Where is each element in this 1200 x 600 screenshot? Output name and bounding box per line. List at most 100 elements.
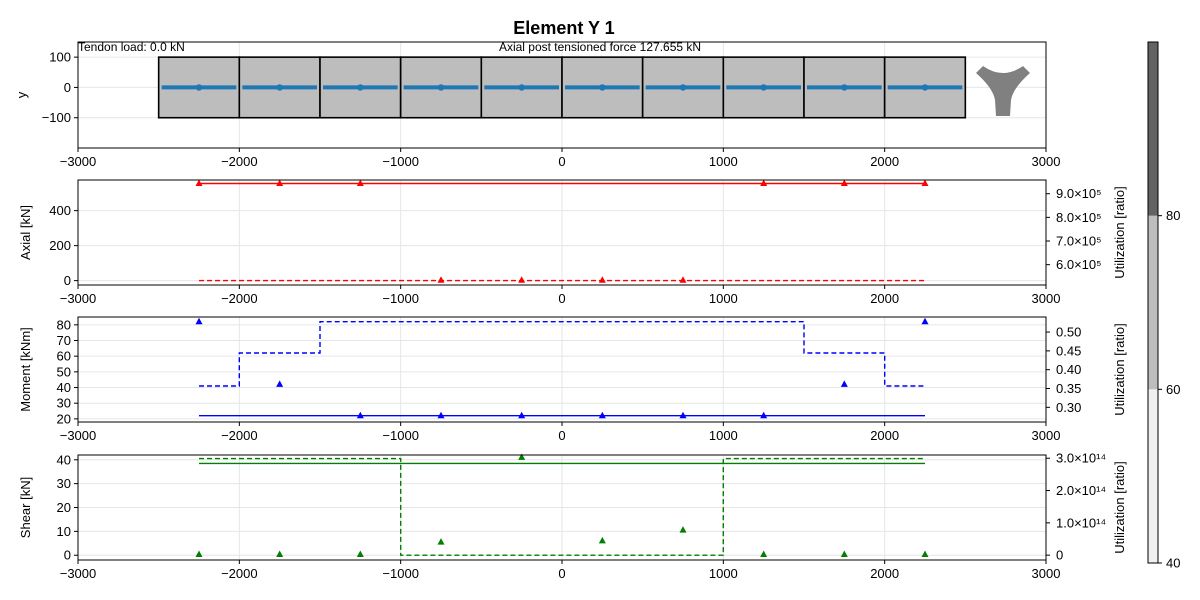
shear-y-axis-label: Shear [kN] — [18, 477, 33, 538]
axial-marker — [921, 179, 929, 186]
axial-x-tick-label: −3000 — [60, 291, 97, 306]
axial-x-tick-label: 2000 — [870, 291, 899, 306]
moment-marker — [921, 317, 929, 325]
shear-marker — [276, 550, 284, 558]
axial-x-tick-label: −1000 — [382, 291, 419, 306]
shear-marker — [195, 550, 203, 558]
section-x-tick-label: −3000 — [60, 154, 97, 169]
section-x-tick-label: 3000 — [1032, 154, 1061, 169]
shear-panel: −3000 −2000 −1000 0 1000 2000 3000 0 10 20 30 40 She… — [18, 451, 1127, 581]
axial-marker — [195, 179, 203, 186]
shear-dashed-line — [199, 457, 925, 556]
colorbar-frame — [1147, 41, 1159, 564]
shear-marker — [437, 538, 445, 545]
cross-section-shape — [976, 66, 1030, 116]
shear-y2-tick-label: 3.0×10¹⁴ — [1056, 451, 1106, 466]
tendon-point — [357, 84, 364, 91]
shear-x-tick-label: 1000 — [709, 566, 738, 581]
axial-panel: −3000 −2000 −1000 0 1000 2000 3000 0 200 400 Axial… — [18, 179, 1127, 306]
moment-y2-tick-label: 0.50 — [1056, 325, 1081, 340]
moment-dashed-line — [199, 321, 925, 387]
axial-y-tick-label: 200 — [49, 238, 71, 253]
axial-marker — [679, 276, 687, 283]
moment-y2-axis-label: Utilization [ratio] — [1112, 323, 1127, 415]
colorbar-tick-label: 40 — [1166, 556, 1180, 571]
moment-y-tick-label: 60 — [57, 349, 71, 364]
axial-y2-tick-label: 8.0×10⁵ — [1056, 210, 1102, 225]
section-y-tick-label: 100 — [49, 50, 71, 65]
tendon-load-annotation: Tendon load: 0.0 kN — [78, 40, 185, 54]
moment-x-tick-label: 1000 — [709, 428, 738, 443]
axial-marker — [276, 179, 284, 186]
moment-marker — [840, 380, 848, 387]
shear-y-tick-label: 10 — [57, 524, 71, 539]
tendon-point — [437, 84, 445, 91]
shear-x-tick-label: 3000 — [1032, 566, 1061, 581]
axial-y-tick-label: 400 — [49, 203, 71, 218]
moment-marker — [518, 411, 526, 419]
moment-marker — [276, 380, 284, 387]
moment-y-tick-label: 70 — [57, 333, 71, 348]
moment-x-tick-label: 2000 — [870, 428, 899, 443]
moment-panel: −3000 −2000 −1000 0 1000 2000 3000 203040506070… — [18, 316, 1127, 443]
colorbar-band — [1148, 42, 1158, 216]
shear-y-tick-label: 30 — [57, 476, 71, 491]
moment-y2-tick-label: 0.45 — [1056, 343, 1081, 358]
shear-y2-tick-label: 0 — [1056, 548, 1063, 563]
shear-marker — [518, 453, 526, 460]
moment-y-tick-label: 80 — [57, 317, 71, 332]
moment-y2-tick-label: 0.35 — [1056, 381, 1081, 396]
axial-y2-axis-label: Utilization [ratio] — [1112, 186, 1127, 278]
section-y-axis-label: y — [14, 91, 29, 98]
axial-x-tick-label: 0 — [558, 291, 565, 306]
moment-marker — [760, 411, 768, 419]
tendon-point — [276, 84, 283, 91]
section-x-tick-label: 0 — [558, 154, 565, 169]
axial-y2-tick-label: 6.0×10⁵ — [1056, 257, 1102, 272]
shear-y-tick-label: 40 — [57, 452, 71, 467]
moment-marker — [679, 411, 687, 419]
moment-x-tick-label: −3000 — [60, 428, 97, 443]
axial-y2-tick-label: 9.0×10⁵ — [1056, 186, 1102, 201]
tendon-point — [599, 84, 606, 91]
moment-x-tick-label: −2000 — [221, 428, 258, 443]
moment-marker — [356, 411, 364, 419]
shear-marker — [679, 526, 687, 533]
shear-marker — [598, 536, 606, 544]
shear-y-tick-label: 0 — [64, 548, 71, 563]
shear-marker — [760, 550, 768, 558]
shear-x-tick-label: 2000 — [870, 566, 899, 581]
shear-marker — [356, 550, 364, 558]
colorbar-tick-label: 60 — [1166, 382, 1180, 397]
shear-y2-axis-label: Utilization [ratio] — [1112, 461, 1127, 553]
section-y-tick-label: 0 — [64, 80, 71, 95]
moment-marker — [598, 411, 606, 419]
shear-y2-tick-label: 2.0×10¹⁴ — [1056, 483, 1106, 498]
axial-y-tick-label: 0 — [64, 273, 71, 288]
moment-y-tick-label: 40 — [57, 380, 71, 395]
colorbar-band — [1148, 389, 1158, 563]
section-x-tick-label: −1000 — [382, 154, 419, 169]
moment-x-tick-label: −1000 — [382, 428, 419, 443]
axial-marker — [437, 276, 445, 283]
moment-y2-tick-label: 0.30 — [1056, 400, 1081, 415]
axial-marker — [840, 179, 848, 186]
tendon-point — [760, 84, 767, 91]
moment-x-tick-label: 3000 — [1032, 428, 1061, 443]
axial-post-tension-annotation: Axial post tensioned force 127.655 kN — [499, 40, 701, 54]
moment-marker — [437, 411, 445, 419]
colorbar: 40 60 80 — [1147, 41, 1180, 571]
tendon-point — [518, 84, 525, 91]
axial-y2-tick-label: 7.0×10⁵ — [1056, 234, 1102, 249]
moment-y-tick-label: 30 — [57, 396, 71, 411]
section-x-tick-label: 1000 — [709, 154, 738, 169]
shear-y2-tick-label: 1.0×10¹⁴ — [1056, 515, 1106, 530]
moment-y2-tick-label: 0.40 — [1056, 362, 1081, 377]
cross-section-icon — [976, 66, 1030, 116]
axial-x-tick-label: −2000 — [221, 291, 258, 306]
shear-y-tick-label: 20 — [57, 500, 71, 515]
colorbar-tick-label: 80 — [1166, 208, 1180, 223]
section-x-tick-label: −2000 — [221, 154, 258, 169]
